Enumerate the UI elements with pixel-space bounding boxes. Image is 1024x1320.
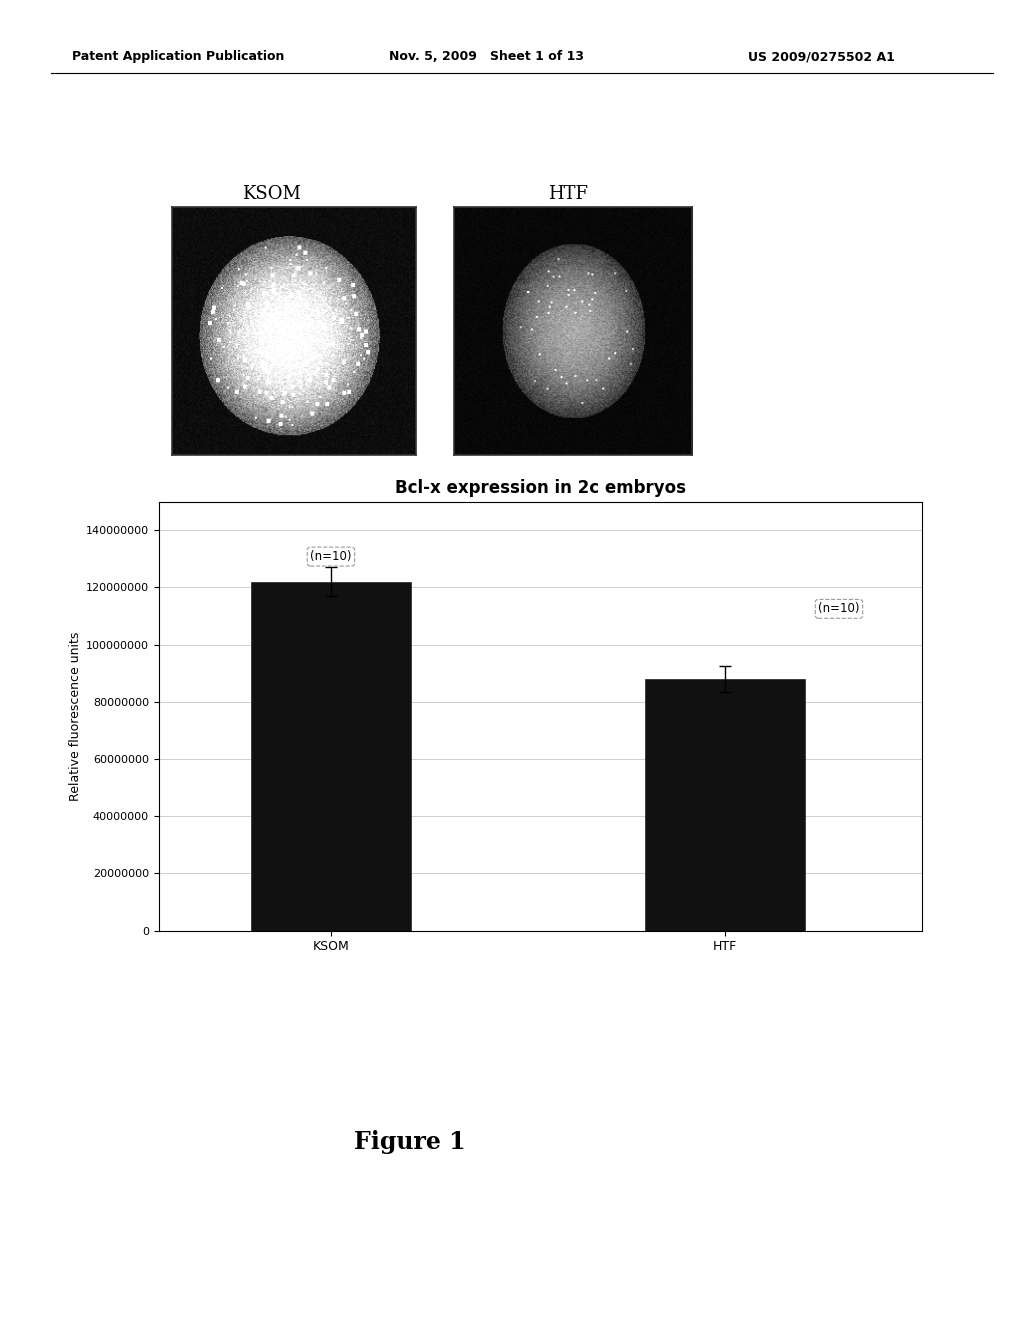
Text: Patent Application Publication: Patent Application Publication: [72, 50, 284, 63]
Text: HTF: HTF: [548, 185, 589, 203]
Title: Bcl-x expression in 2c embryos: Bcl-x expression in 2c embryos: [394, 479, 686, 498]
Bar: [251, 582, 411, 931]
Y-axis label: Relative fluorescence units: Relative fluorescence units: [69, 631, 82, 801]
Bar: [645, 678, 805, 931]
Text: Figure 1: Figure 1: [353, 1130, 466, 1154]
Text: Nov. 5, 2009   Sheet 1 of 13: Nov. 5, 2009 Sheet 1 of 13: [389, 50, 584, 63]
Text: US 2009/0275502 A1: US 2009/0275502 A1: [748, 50, 894, 63]
Text: KSOM: KSOM: [242, 185, 301, 203]
Text: (n=10): (n=10): [818, 602, 860, 615]
Text: (n=10): (n=10): [310, 550, 351, 564]
